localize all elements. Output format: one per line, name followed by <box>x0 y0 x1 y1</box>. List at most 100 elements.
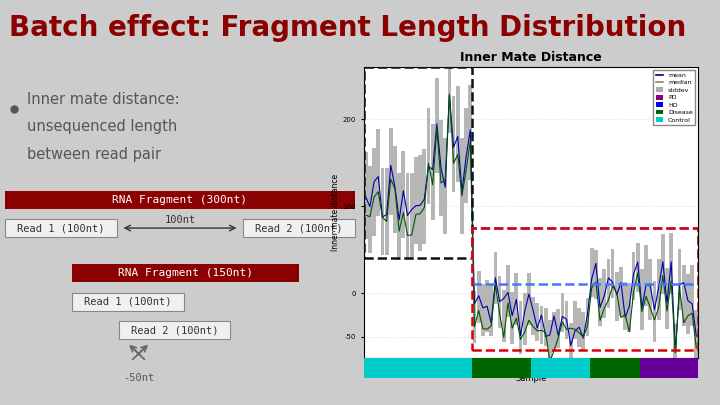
Bar <box>372 149 376 236</box>
Bar <box>506 265 510 317</box>
Bar <box>444 138 447 234</box>
Bar <box>364 152 368 239</box>
Bar <box>552 312 556 350</box>
Bar <box>624 282 627 330</box>
Bar <box>397 173 401 260</box>
Bar <box>640 358 698 378</box>
Bar <box>448 38 451 133</box>
Bar <box>536 303 539 341</box>
Bar <box>472 358 531 378</box>
Bar <box>418 358 472 378</box>
Bar <box>439 120 443 216</box>
Text: -50nt: -50nt <box>123 373 154 383</box>
Bar <box>389 128 392 215</box>
Bar <box>381 168 384 255</box>
Bar <box>694 310 698 371</box>
Bar <box>665 268 669 329</box>
Bar <box>531 297 535 335</box>
Bar <box>368 166 372 253</box>
Bar <box>502 290 505 342</box>
Bar <box>364 358 418 378</box>
Bar <box>431 124 435 220</box>
Bar <box>464 108 468 203</box>
Bar <box>518 301 523 354</box>
Bar <box>72 264 299 282</box>
Bar <box>393 146 397 233</box>
Bar <box>644 245 648 306</box>
Bar <box>426 108 431 204</box>
Bar <box>631 252 636 301</box>
Bar <box>678 249 681 310</box>
Bar <box>418 155 422 251</box>
Title: Inner Mate Distance: Inner Mate Distance <box>460 51 602 64</box>
Bar <box>377 130 380 217</box>
Text: Read 2 (100nt): Read 2 (100nt) <box>255 223 343 233</box>
Text: 100nt: 100nt <box>164 215 196 225</box>
Bar <box>544 308 547 346</box>
Bar <box>557 309 560 347</box>
Bar <box>661 234 665 294</box>
Bar <box>490 284 493 336</box>
Bar <box>72 293 184 311</box>
Bar <box>402 151 405 238</box>
Bar <box>649 259 652 320</box>
Text: Inner mate distance:: Inner mate distance: <box>27 92 179 107</box>
Bar <box>564 301 569 339</box>
Bar <box>539 306 544 344</box>
Text: unsequenced length: unsequenced length <box>27 119 177 134</box>
Bar <box>670 233 673 294</box>
Text: between read pair: between read pair <box>27 147 161 162</box>
Text: Read 2 (100nt): Read 2 (100nt) <box>131 325 218 335</box>
Bar <box>481 284 485 336</box>
Bar <box>640 269 644 330</box>
Bar <box>6 191 354 209</box>
Text: Read 1 (100nt): Read 1 (100nt) <box>17 223 105 233</box>
Bar <box>523 293 526 345</box>
Bar <box>690 265 694 326</box>
Bar <box>456 86 459 182</box>
Bar <box>652 281 657 342</box>
Bar <box>606 259 611 308</box>
Bar <box>560 293 564 332</box>
Bar <box>460 138 464 234</box>
Bar <box>410 173 413 260</box>
Bar <box>619 267 623 316</box>
Bar <box>636 243 639 292</box>
Bar <box>569 323 572 361</box>
Text: RNA Fragment (150nt): RNA Fragment (150nt) <box>118 268 253 278</box>
Text: Read 1 (100nt): Read 1 (100nt) <box>84 297 171 307</box>
Bar <box>590 358 640 378</box>
Y-axis label: Inner mate distance: Inner mate distance <box>330 174 340 251</box>
Bar <box>423 149 426 244</box>
Bar <box>657 259 660 320</box>
Bar <box>485 279 489 332</box>
Bar <box>585 298 590 337</box>
Bar <box>527 273 531 325</box>
Text: Batch effect: Fragment Length Distribution: Batch effect: Fragment Length Distributi… <box>9 14 686 42</box>
Legend: mean, median, stddev, PD, HD, Disease, Control: mean, median, stddev, PD, HD, Disease, C… <box>653 70 696 125</box>
Bar <box>498 276 502 328</box>
Bar <box>243 219 355 237</box>
Bar <box>414 157 418 244</box>
Bar <box>531 358 590 378</box>
Bar <box>510 292 514 344</box>
Bar <box>686 273 690 335</box>
Bar <box>548 320 552 358</box>
Bar <box>582 311 585 350</box>
Bar <box>451 96 456 192</box>
Bar <box>6 219 117 237</box>
Bar <box>615 272 618 321</box>
Bar <box>435 78 438 173</box>
Bar <box>673 324 678 385</box>
Bar <box>590 248 593 297</box>
Bar <box>611 249 614 298</box>
Bar <box>603 269 606 318</box>
X-axis label: Sample: Sample <box>516 374 546 383</box>
Bar <box>119 321 230 339</box>
Bar <box>384 168 389 255</box>
Bar <box>515 273 518 325</box>
Bar <box>493 252 498 304</box>
Bar <box>594 250 598 298</box>
Bar <box>577 309 581 347</box>
Bar <box>627 283 631 332</box>
